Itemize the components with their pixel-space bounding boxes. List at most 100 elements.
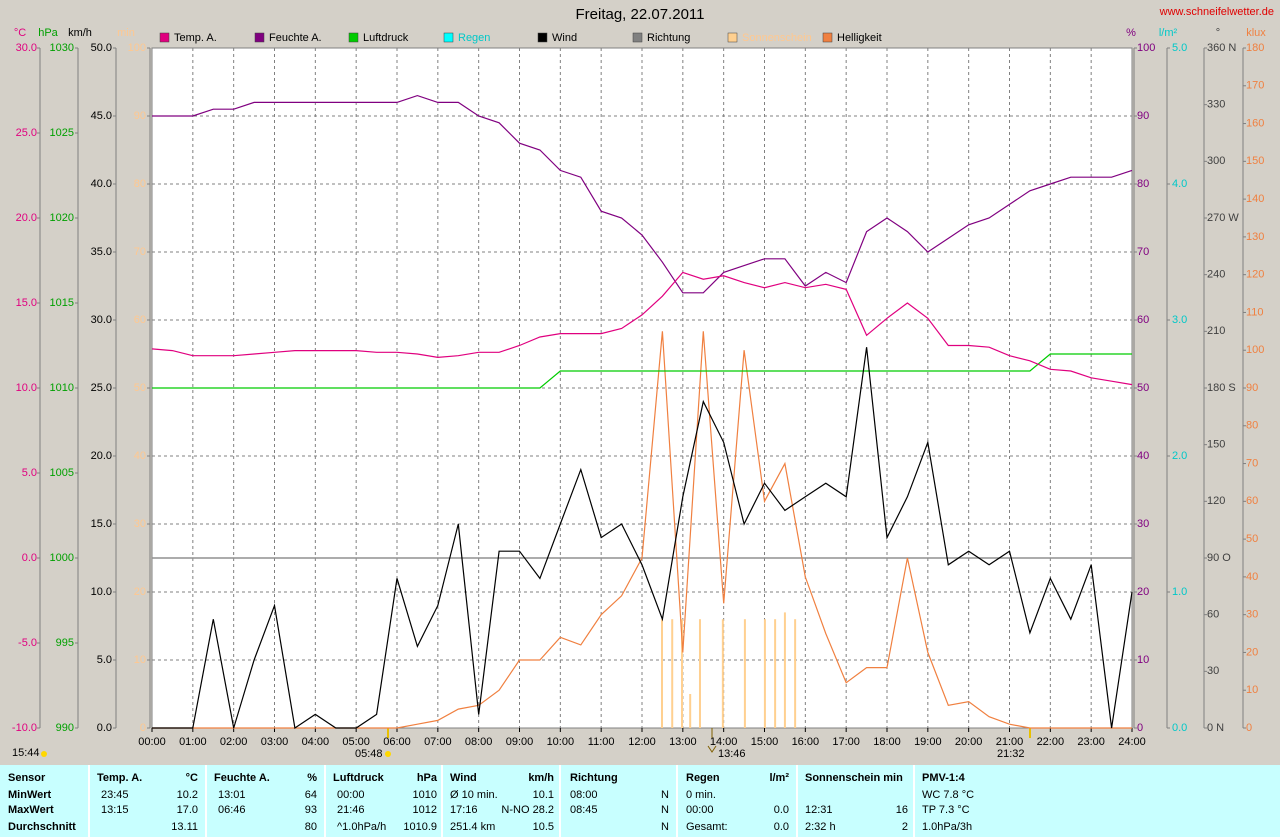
annotation: 05:48 xyxy=(355,748,383,760)
legend-swatch xyxy=(443,32,454,43)
y-tick-label: 20 xyxy=(134,586,146,598)
y-tick-label: 40.0 xyxy=(91,178,112,190)
table-cell: N xyxy=(661,789,669,801)
sun-bar xyxy=(698,619,701,728)
y-tick-label: 20 xyxy=(1137,586,1149,598)
y-tick-label: 180 xyxy=(1246,42,1264,54)
y-tick-label: 20.0 xyxy=(16,212,37,224)
legend-swatch xyxy=(822,32,833,43)
table-cell: Gesamt: xyxy=(686,821,728,833)
sun-bar xyxy=(689,694,692,728)
x-tick-label: 06:00 xyxy=(383,736,411,748)
x-tick-label: 18:00 xyxy=(873,736,901,748)
legend-swatch xyxy=(348,32,359,43)
y-tick-label: 60 xyxy=(1137,314,1149,326)
x-tick-label: 20:00 xyxy=(955,736,983,748)
y-tick-label: 110 xyxy=(1246,306,1264,318)
table-cell: 10.5 xyxy=(532,821,554,833)
table-cell: WC 7.8 °C xyxy=(922,789,975,801)
table-cell: 17.0 xyxy=(176,804,198,816)
x-tick-label: 12:00 xyxy=(628,736,656,748)
table-cell: 21:46 xyxy=(337,804,365,816)
table-cell: N-NO 28.2 xyxy=(501,804,554,816)
table-cell: Regen xyxy=(686,772,720,784)
y-tick-label: 90 xyxy=(134,110,146,122)
x-tick-label: 15:00 xyxy=(751,736,779,748)
y-tick-label: 70 xyxy=(1246,457,1258,469)
table-cell: 0 min. xyxy=(686,789,716,801)
y-tick-label: 5.0 xyxy=(22,467,37,479)
table-cell: Sensor xyxy=(8,772,46,784)
y-tick-label: 1025 xyxy=(50,127,74,139)
table-cell: l/m² xyxy=(769,772,789,784)
y-tick-label: 40 xyxy=(1137,450,1149,462)
y-tick-label: 0 xyxy=(1246,722,1252,734)
chart-title: Freitag, 22.07.2011 xyxy=(576,6,705,23)
y-tick-label: 1010 xyxy=(50,382,74,394)
y-tick-label: 100 xyxy=(128,42,146,54)
axis-unit: °C xyxy=(14,27,26,39)
table-cell: Feuchte A. xyxy=(214,772,270,784)
x-tick-label: 01:00 xyxy=(179,736,207,748)
y-tick-label: 80 xyxy=(1137,178,1149,190)
y-tick-label: 90 O xyxy=(1207,552,1231,564)
sun-bar xyxy=(671,619,674,728)
table-cell: 16 xyxy=(895,804,908,816)
table-cell: Luftdruck xyxy=(333,772,384,784)
table-cell: 13:15 xyxy=(101,804,129,816)
x-tick-label: 19:00 xyxy=(914,736,942,748)
y-tick-label: 25.0 xyxy=(16,127,37,139)
column-separator xyxy=(676,765,678,837)
y-tick-label: 0.0 xyxy=(22,552,37,564)
x-tick-label: 24:00 xyxy=(1118,736,1146,748)
y-tick-label: 5.0 xyxy=(1172,42,1187,54)
y-tick-label: 240 xyxy=(1207,269,1225,281)
y-tick-label: 3.0 xyxy=(1172,314,1187,326)
table-cell: °C xyxy=(185,772,198,784)
table-cell: 64 xyxy=(304,789,317,801)
y-tick-label: 995 xyxy=(56,637,74,649)
annotation: 15:44 xyxy=(12,747,40,759)
y-tick-label: 10 xyxy=(1137,654,1149,666)
y-tick-label: 120 xyxy=(1246,269,1264,281)
x-tick-label: 17:00 xyxy=(832,736,860,748)
table-cell: 10.1 xyxy=(532,789,554,801)
axis-unit: klux xyxy=(1246,27,1266,39)
table-cell: % xyxy=(307,772,317,784)
y-tick-label: 130 xyxy=(1246,231,1264,243)
y-tick-label: 150 xyxy=(1207,439,1225,451)
table-cell: 08:00 xyxy=(570,789,598,801)
legend-label: Sonnenschein xyxy=(742,32,812,44)
legend-label: Helligkeit xyxy=(837,32,882,44)
table-cell: Temp. A. xyxy=(97,772,143,784)
sun-icon xyxy=(41,751,47,757)
y-tick-label: 0.0 xyxy=(97,722,112,734)
summary-table: Sensor Temp. A. °C Feuchte A.% Luftdruck hPa W… xyxy=(0,765,1280,837)
y-tick-label: -10.0 xyxy=(12,722,37,734)
table-cell: hPa xyxy=(416,772,437,784)
table-cell: 13:01 xyxy=(218,789,246,801)
table-cell: 0.0 xyxy=(773,821,789,833)
table-cell: 80 xyxy=(304,821,317,833)
y-tick-label: 0 xyxy=(140,722,146,734)
table-cell: 1010.9 xyxy=(403,821,437,833)
sun-bar xyxy=(661,619,664,728)
y-tick-label: 120 xyxy=(1207,495,1225,507)
legend-label: Regen xyxy=(458,32,490,44)
series-line xyxy=(152,347,1133,730)
table-cell: 0.0 xyxy=(773,804,789,816)
axis-unit: l/m² xyxy=(1159,27,1178,39)
y-tick-label: 100 xyxy=(1246,344,1264,356)
y-tick-label: 20.0 xyxy=(91,450,112,462)
y-tick-label: 330 xyxy=(1207,99,1225,111)
y-tick-label: 15.0 xyxy=(91,518,112,530)
axis-unit: hPa xyxy=(38,27,58,39)
table-cell: N xyxy=(661,804,669,816)
axis-unit: ° xyxy=(1216,27,1220,39)
annotation: 13:46 xyxy=(718,748,746,760)
y-tick-label: 15.0 xyxy=(16,297,37,309)
y-tick-label: -5.0 xyxy=(18,637,37,649)
column-separator xyxy=(88,765,90,837)
y-tick-label: 10 xyxy=(134,654,146,666)
legend-swatch xyxy=(632,32,643,43)
